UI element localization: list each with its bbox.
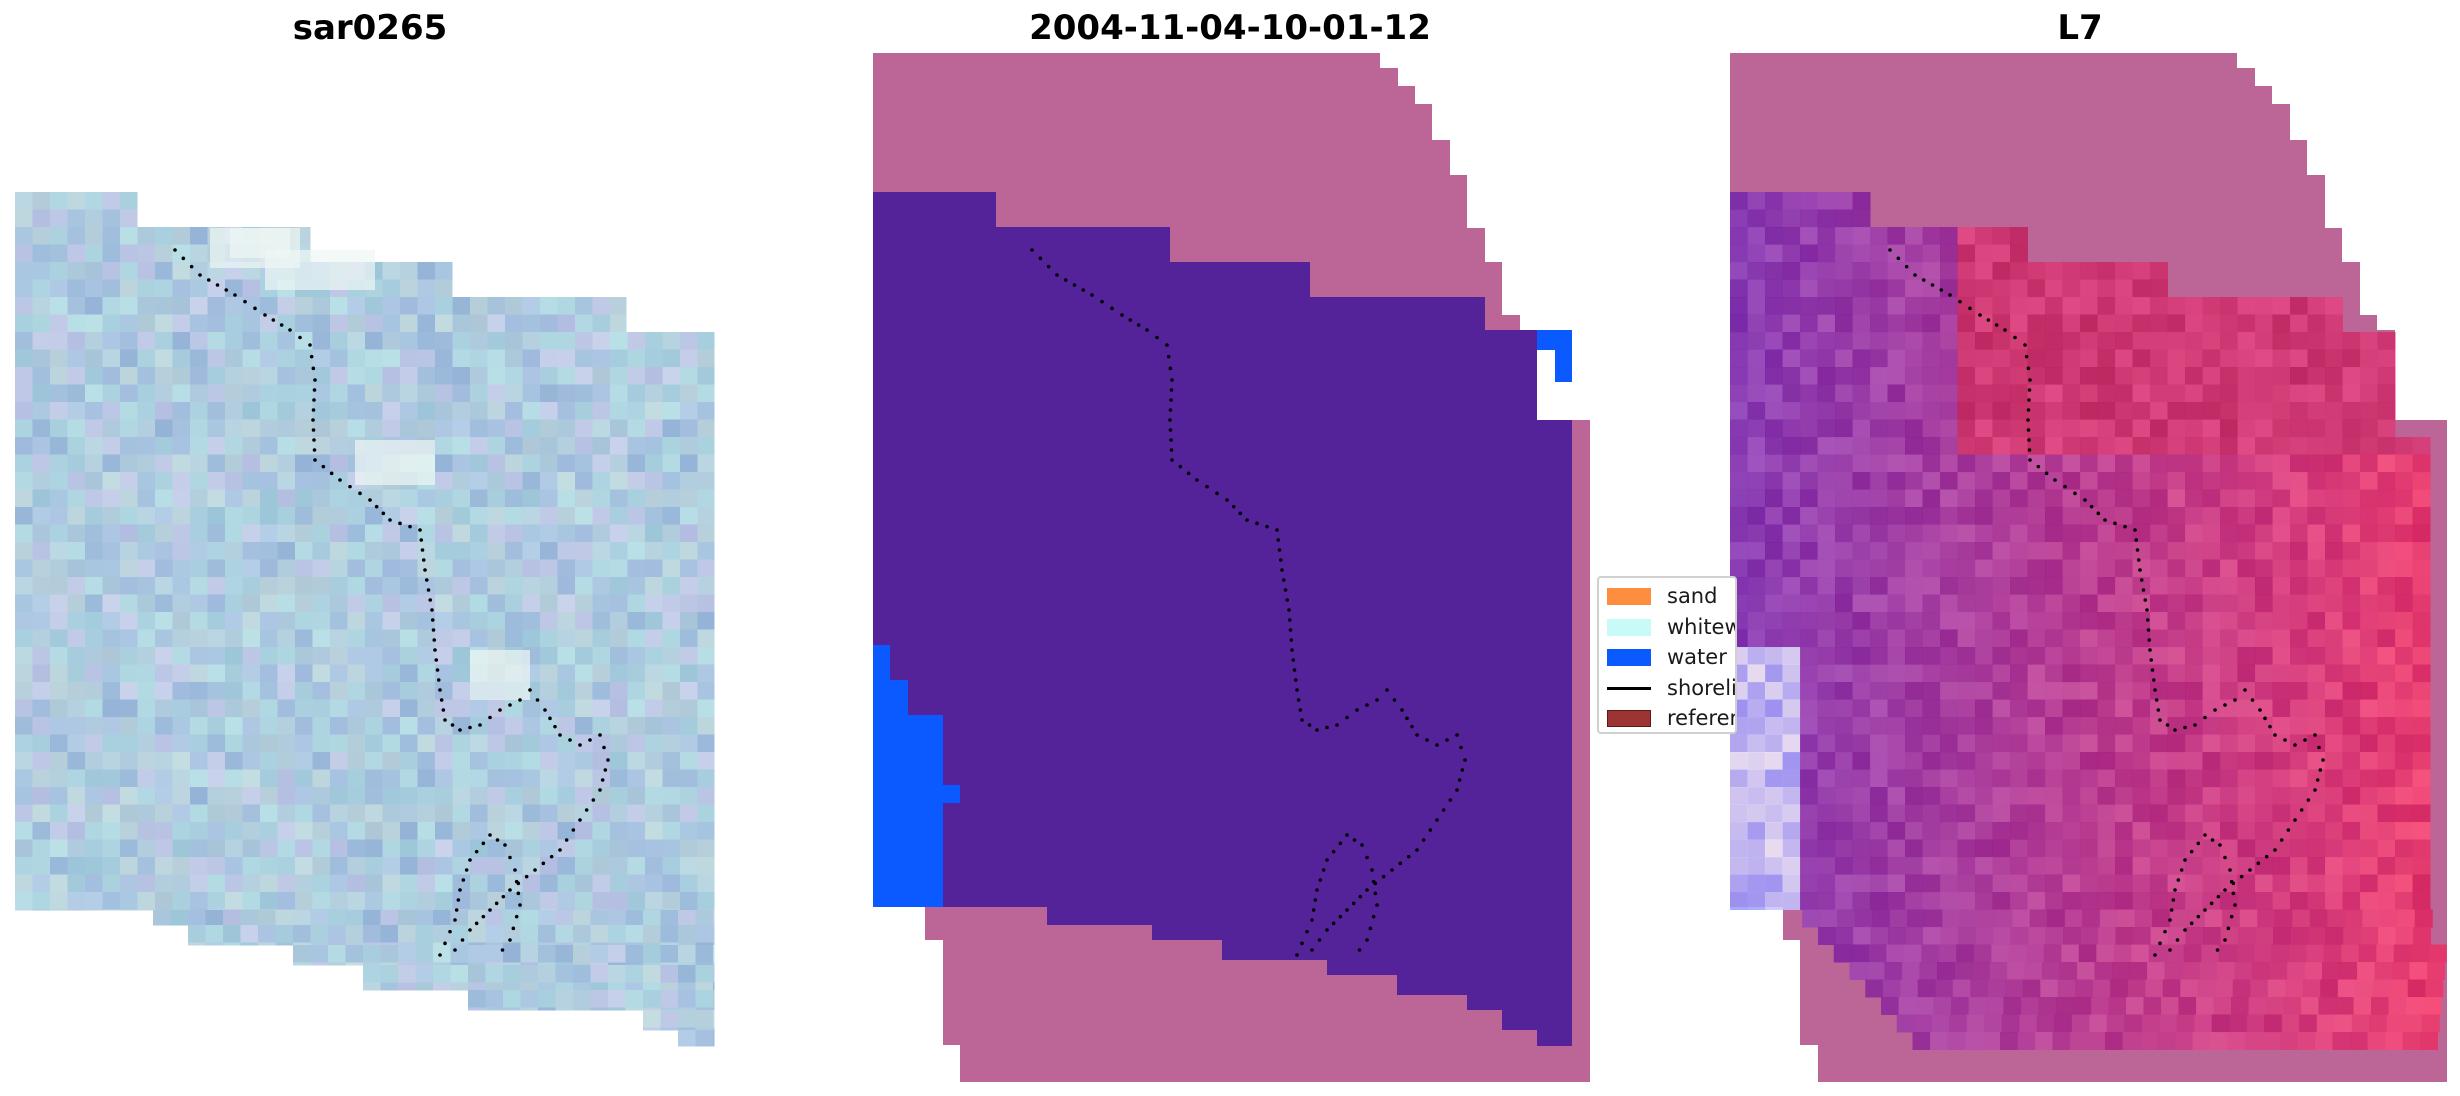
classification-panel (873, 53, 1590, 1082)
water-region-right (1537, 330, 1572, 382)
panel-title-classification: 2004-11-04-10-01-12 (1029, 8, 1431, 48)
legend-item-reference-shoreline: reference shoreline (1607, 706, 1735, 730)
legend-swatch-reference-shoreline (1607, 709, 1651, 727)
legend-label-water: water (1667, 645, 1727, 669)
panel-title-rgb: sar0265 (292, 8, 448, 48)
panel-title-index: L7 (2057, 8, 2103, 48)
water-region-left (873, 645, 960, 907)
legend-swatch-sand (1607, 587, 1651, 605)
legend-item-shoreline: shoreline (1607, 676, 1737, 700)
legend-item-water: water (1607, 645, 1727, 669)
legend-item-sand: sand (1607, 584, 1717, 608)
legend-label-shoreline: shoreline (1667, 676, 1737, 700)
legend-label-sand: sand (1667, 584, 1718, 608)
index-image-panel (1730, 53, 2447, 1082)
legend-swatch-shoreline (1607, 686, 1651, 690)
legend-swatch-whitewater (1607, 618, 1651, 636)
other-class-region (873, 192, 1572, 1046)
legend-swatch-water (1607, 648, 1651, 666)
shoreline-dots (173, 248, 2325, 957)
legend-label-reference-shoreline: reference shoreline (1667, 706, 1735, 730)
rgb-image-panel (15, 192, 715, 1047)
